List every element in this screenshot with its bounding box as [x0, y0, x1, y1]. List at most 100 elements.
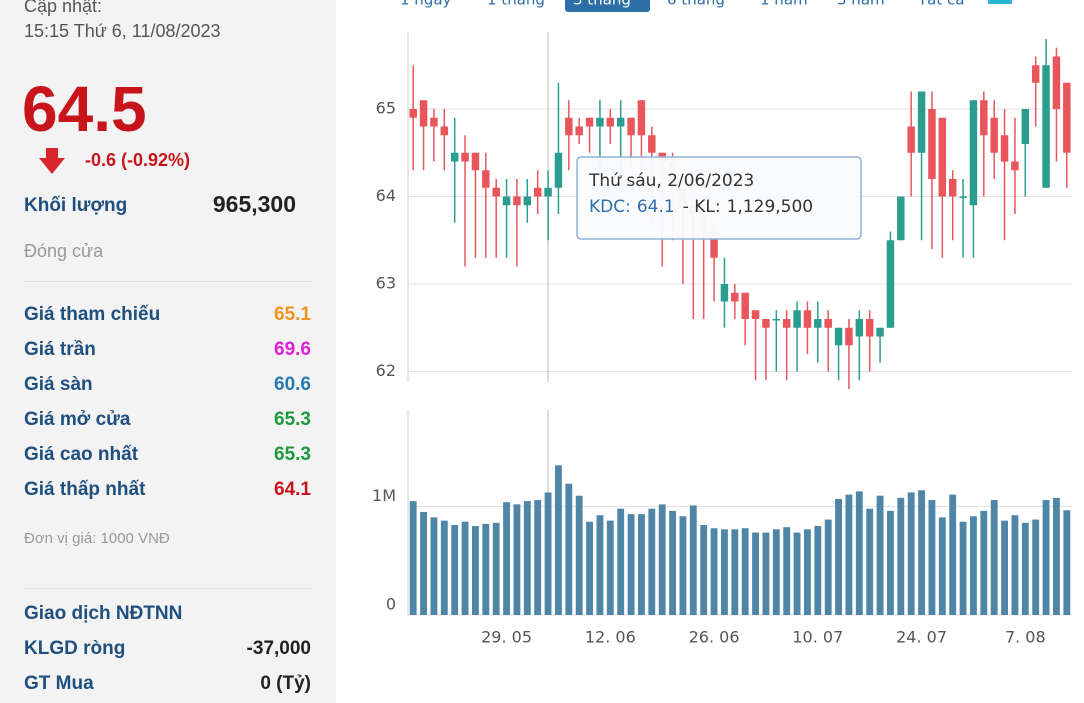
candle-body [980, 100, 988, 136]
volume-bar [1001, 520, 1008, 615]
volume-bar [555, 465, 562, 615]
candle-body [969, 100, 978, 206]
volume-bar [451, 524, 459, 615]
row-value: 65.3 [274, 409, 311, 430]
volume-bar [534, 500, 542, 615]
updated-time: 15:15 Thứ 6, 11/08/2023 [24, 21, 221, 41]
x-tick-label: 24. 07 [896, 628, 947, 647]
candle-body [585, 117, 594, 127]
volume-bar [544, 492, 552, 615]
volume-bar [990, 500, 998, 615]
candle-body [762, 319, 770, 328]
volume-bar [440, 520, 448, 615]
volume-bar [980, 510, 988, 615]
row-label: Giá thấp nhất [24, 479, 146, 500]
volume-bar [783, 527, 791, 615]
volume-bar [938, 517, 946, 615]
y-tick-label: 1M [372, 486, 396, 505]
y-tick-label: 0 [386, 595, 396, 614]
volume-label: Khối lượng [24, 195, 128, 216]
stock-panel: Cập nhật: 15:15 Thứ 6, 11/08/2023 64.5 -… [0, 0, 336, 703]
tab[interactable]: 1 năm [760, 0, 808, 9]
candle-body [606, 117, 615, 127]
candle-body [648, 135, 656, 153]
candle-body [824, 319, 832, 328]
y-tick-label: 65 [376, 99, 396, 118]
volume-bar [876, 495, 884, 615]
candle-body [1052, 56, 1061, 109]
candle-body [782, 319, 791, 328]
volume-bar [679, 516, 687, 615]
volume-bar [845, 494, 853, 615]
volume-bar [669, 510, 676, 615]
row-value: 65.1 [274, 304, 311, 325]
candle-body [575, 126, 583, 136]
row-label: Giá mở cửa [24, 409, 131, 430]
candle-body [1000, 135, 1009, 162]
volume-bar [482, 523, 490, 615]
volume-bar [503, 502, 510, 615]
candle-body [876, 327, 884, 337]
candle-body [741, 292, 749, 319]
volume-bar [1042, 500, 1050, 615]
volume-bar [752, 532, 759, 615]
volume-bar [959, 521, 967, 615]
candle-body [814, 319, 822, 328]
candle-body [419, 100, 428, 127]
candle-body [720, 284, 729, 302]
volume-bar [523, 501, 531, 615]
y-tick-label: 62 [376, 361, 396, 380]
tab[interactable]: 3 năm [837, 0, 885, 9]
candle-body [1011, 161, 1019, 171]
volume-bar [793, 532, 801, 615]
tab[interactable]: 1 ngày [400, 0, 452, 9]
tab[interactable]: 3 tháng [573, 0, 631, 9]
volume-bar [710, 528, 718, 615]
tab-active [565, 0, 650, 12]
volume-bar [887, 510, 894, 615]
tab[interactable]: Tất cả [917, 0, 964, 9]
volume-bar [700, 524, 708, 615]
foreign-title: Giao dịch NĐTNN [24, 603, 183, 624]
candle-body [834, 327, 843, 346]
down-arrow [39, 148, 65, 174]
candle-body [471, 152, 480, 171]
y-tick-label: 63 [376, 274, 396, 293]
volume-bar [1021, 522, 1029, 615]
row-value: 64.1 [274, 479, 311, 500]
volume-bar [1032, 519, 1040, 615]
row-label: Giá trần [24, 339, 96, 360]
updated-label: Cập nhật: [24, 0, 103, 16]
tooltip-price: 64.1 [637, 197, 675, 217]
volume-bar [804, 529, 811, 615]
volume-bar [772, 529, 780, 615]
tab[interactable]: 1 tháng [487, 0, 545, 9]
volume-bar [648, 508, 656, 615]
volume-bar [1011, 515, 1019, 615]
candle-body [793, 310, 801, 328]
volume-bar [627, 514, 635, 615]
volume-value: 965,300 [212, 191, 296, 217]
row-value: 0 (Tỷ) [260, 673, 311, 694]
volume-bar [513, 504, 521, 615]
candle-body [544, 187, 552, 197]
volume-bar [949, 494, 957, 615]
tab-icon [988, 0, 1012, 4]
tooltip-separator: - KL: [683, 197, 721, 217]
tooltip-line: KDC: 64.1 - KL: 1,129,500 [589, 197, 813, 217]
status: Đóng cửa [24, 241, 104, 261]
candle-body [409, 109, 417, 118]
row-label: GT Mua [24, 673, 94, 694]
candle-body [928, 109, 936, 179]
candle-body [865, 319, 874, 337]
separator [24, 281, 312, 282]
x-tick-label: 29. 05 [481, 628, 532, 647]
candle-body [897, 196, 905, 241]
tab[interactable]: 6 tháng [667, 0, 725, 9]
x-tick-label: 26. 06 [689, 628, 740, 647]
x-tick-label: 10. 07 [792, 628, 843, 647]
price-change: -0.6 (-0.92%) [85, 150, 191, 170]
x-tick-label: 7. 08 [1005, 628, 1046, 647]
volume-bar [855, 491, 863, 615]
